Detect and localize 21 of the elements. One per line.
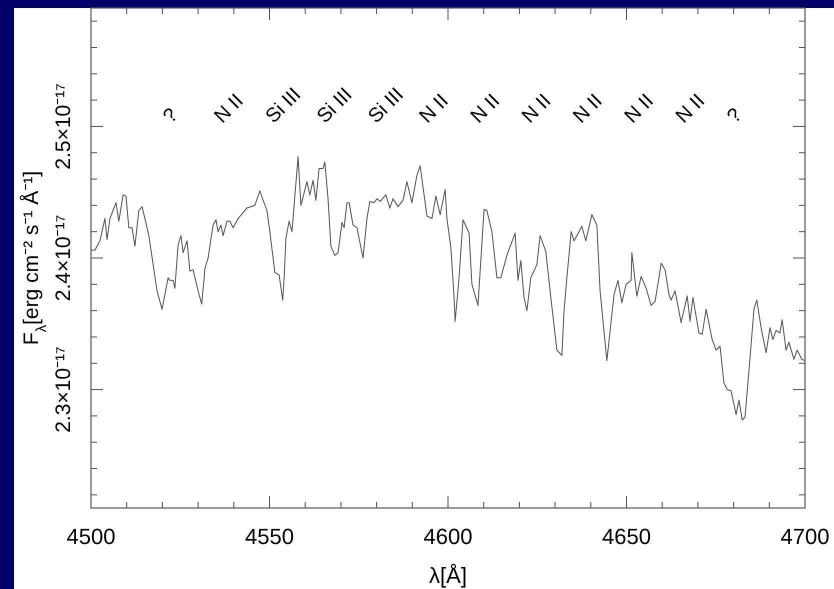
- x-tick-label: 4550: [245, 524, 294, 549]
- annotation: N II: [620, 90, 658, 128]
- x-axis-title: λ[Å]: [429, 563, 467, 588]
- annotation: ?: [722, 104, 746, 128]
- annotation: N II: [569, 90, 607, 128]
- y-tick-label: 2.4×10⁻¹⁷: [52, 214, 75, 302]
- annotation: ?: [158, 104, 182, 128]
- annotation: Si III: [312, 84, 357, 128]
- annotation: N II: [518, 90, 556, 128]
- annotation: N II: [466, 90, 504, 128]
- y-tick-label: 2.5×10⁻¹⁷: [52, 83, 75, 170]
- x-tick-label: 4700: [780, 524, 830, 549]
- y-tick-label: 2.3×10⁻¹⁷: [52, 346, 75, 433]
- x-tick-label: 4500: [66, 524, 116, 549]
- x-tick-label: 4650: [602, 524, 651, 549]
- annotation: Si III: [262, 84, 306, 128]
- x-tick-label: 4600: [424, 524, 472, 549]
- annotation: Si III: [364, 84, 408, 128]
- annotation: N II: [672, 90, 710, 128]
- annotation: N II: [210, 90, 248, 128]
- annotation: N II: [415, 90, 453, 128]
